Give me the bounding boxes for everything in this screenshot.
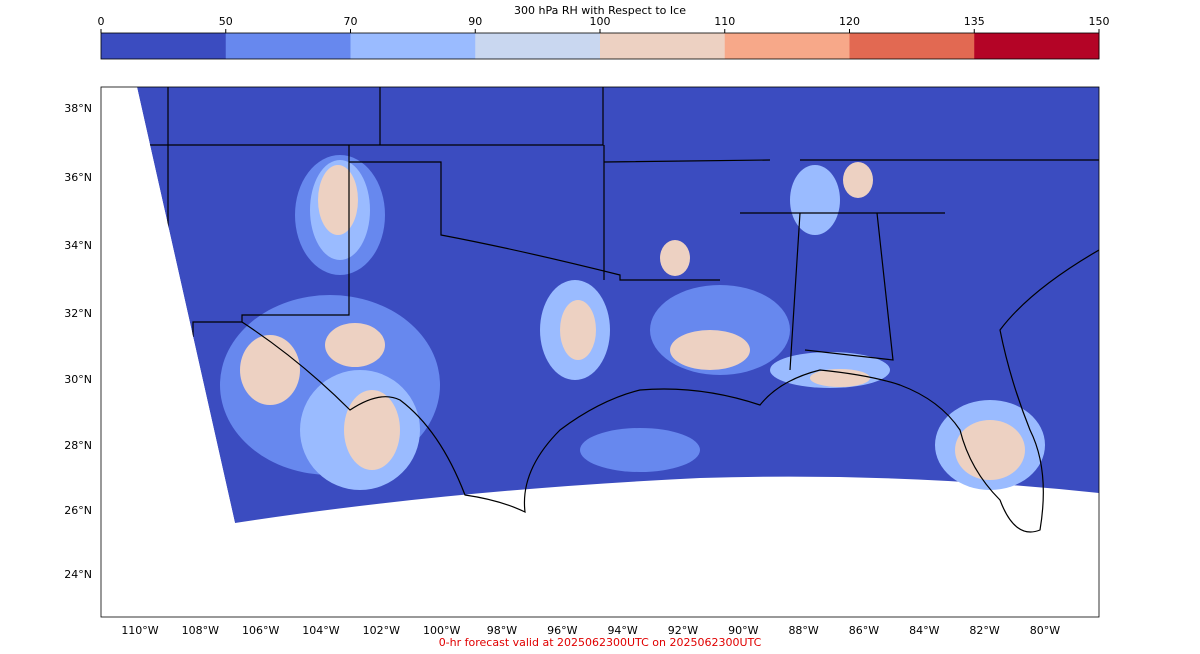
colorbar-segment <box>724 33 850 59</box>
lon-label: 80°W <box>1030 624 1060 637</box>
lon-label: 106°W <box>242 624 279 637</box>
lat-label: 26°N <box>64 504 92 517</box>
colorbar-segment <box>974 33 1100 59</box>
land-mask <box>101 87 235 617</box>
colorbar-segment <box>475 33 601 59</box>
lon-label: 92°W <box>668 624 698 637</box>
map-frame <box>100 86 1100 618</box>
lat-label: 28°N <box>64 439 92 452</box>
lon-label: 104°W <box>302 624 339 637</box>
lon-label: 82°W <box>969 624 999 637</box>
colorbar-segment <box>600 33 726 59</box>
footer: 0-hr forecast valid at 2025062300UTC on … <box>439 636 762 649</box>
lon-label: 90°W <box>728 624 758 637</box>
lon-label: 98°W <box>487 624 517 637</box>
lat-label: 30°N <box>64 373 92 386</box>
lat-label: 34°N <box>64 239 92 252</box>
lat-label: 32°N <box>64 307 92 320</box>
lon-label: 88°W <box>788 624 818 637</box>
map: 38°N 36°N 34°N 32°N 30°N 28°N 26°N 24°N 110°W 108… <box>64 86 1100 637</box>
lon-label: 100°W <box>423 624 460 637</box>
colorbar-tick-label: 120 <box>839 15 860 28</box>
colorbar-tick-label: 135 <box>964 15 985 28</box>
colorbar-tick-label: 150 <box>1089 15 1110 28</box>
colorbar-title: 300 hPa RH with Respect to Ice <box>514 4 686 17</box>
colorbar-tick-label: 100 <box>590 15 611 28</box>
colorbar-segment <box>350 33 476 59</box>
lat-label: 36°N <box>64 171 92 184</box>
lon-label: 102°W <box>363 624 400 637</box>
colorbar-tick-label: 50 <box>219 15 233 28</box>
colorbar-tick-label: 90 <box>468 15 482 28</box>
lon-label: 94°W <box>607 624 637 637</box>
lon-label: 84°W <box>909 624 939 637</box>
colorbar-segment <box>101 33 227 59</box>
lat-label: 24°N <box>64 568 92 581</box>
lon-label: 96°W <box>547 624 577 637</box>
lon-label: 110°W <box>121 624 158 637</box>
lon-label: 108°W <box>182 624 219 637</box>
colorbar: 0 50 70 90 100 110 120 135 150 <box>98 15 1110 60</box>
colorbar-tick-label: 110 <box>714 15 735 28</box>
lat-label: 38°N <box>64 102 92 115</box>
lon-label: 86°W <box>849 624 879 637</box>
colorbar-tick-label: 0 <box>98 15 105 28</box>
colorbar-segment <box>225 33 351 59</box>
colorbar-segment <box>849 33 975 59</box>
colorbar-tick-label: 70 <box>344 15 358 28</box>
